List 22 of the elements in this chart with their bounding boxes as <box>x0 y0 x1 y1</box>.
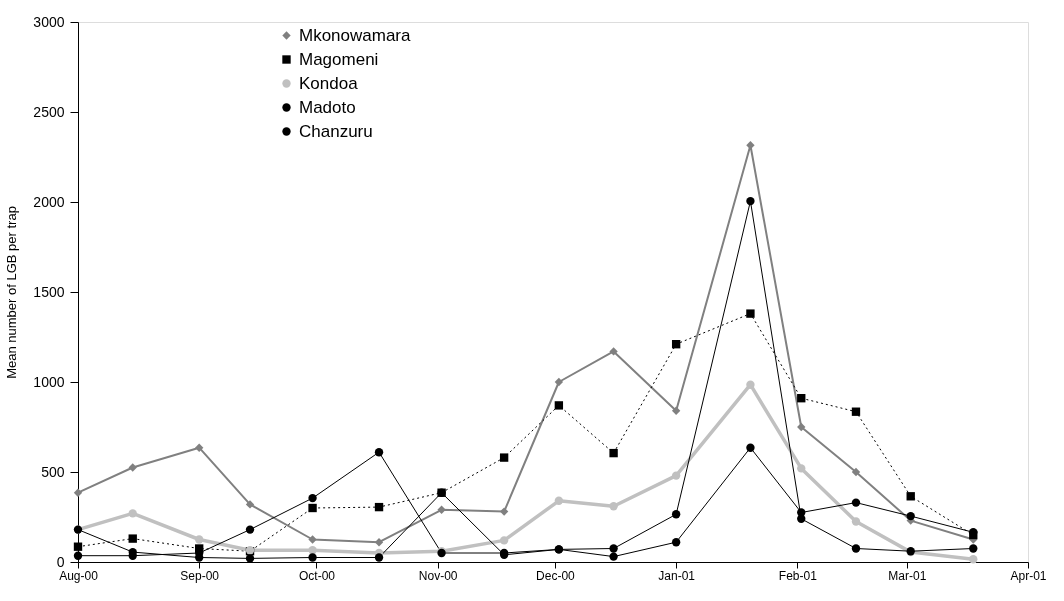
x-tick-label: Aug-00 <box>59 568 99 583</box>
x-tick-label: Mar-01 <box>888 568 927 583</box>
legend-label: Chanzuru <box>299 121 373 141</box>
y-tick-label: 0 <box>56 553 65 570</box>
y-tick-label: 1000 <box>33 373 65 390</box>
legend-label: Magomeni <box>299 49 379 69</box>
x-tick-label: Feb-01 <box>778 568 818 583</box>
legend-label: Madoto <box>299 97 356 117</box>
legend-label: Kondoa <box>299 73 359 93</box>
x-tick-label: Dec-00 <box>536 568 576 583</box>
legend-label: Mkonowamara <box>299 25 412 45</box>
y-tick-label: 500 <box>41 463 65 480</box>
y-tick-label: 3000 <box>33 13 65 30</box>
y-tick-label: 2000 <box>33 193 65 210</box>
y-tick-label: 1500 <box>33 283 65 300</box>
x-tick-label: Apr-01 <box>1010 568 1047 583</box>
x-tick-label: Jan-01 <box>658 568 696 583</box>
x-tick-label: Nov-00 <box>418 568 458 583</box>
x-tick-label: Oct-00 <box>298 568 336 583</box>
y-tick-label: 2500 <box>33 103 65 120</box>
x-tick-label: Sep-00 <box>180 568 220 583</box>
y-axis-title: Mean number of LGB per trap <box>4 206 20 379</box>
